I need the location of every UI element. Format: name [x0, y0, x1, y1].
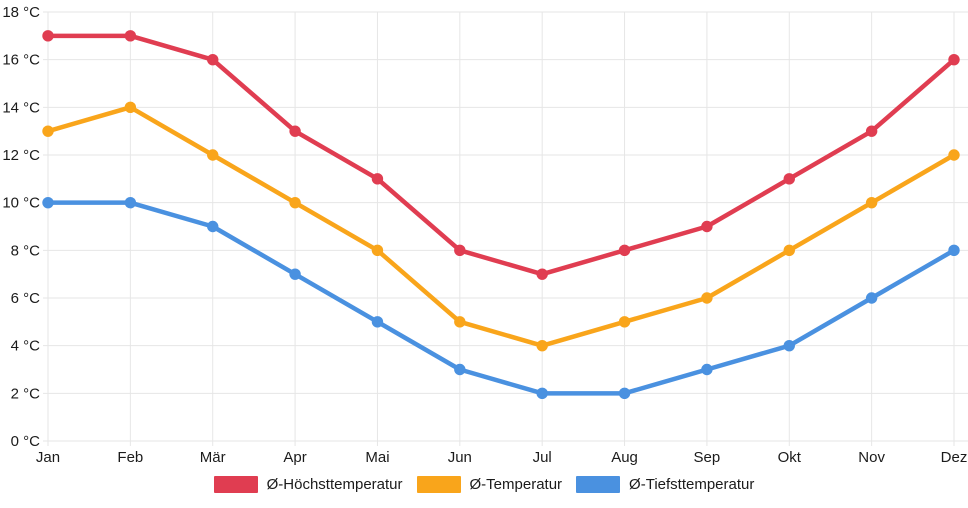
data-point [371, 316, 384, 328]
y-axis-tick-label: 18 °C [2, 4, 40, 21]
y-axis-tick-label: 2 °C [11, 385, 41, 402]
series-group [42, 30, 960, 400]
data-point [783, 244, 795, 257]
data-point [454, 363, 466, 376]
legend-label-temperatur: Ø-Temperatur [469, 476, 563, 493]
legend-label-hoechsttemperatur: Ø-Höchsttemperatur [266, 476, 403, 493]
legend-item-hoechsttemperatur[interactable]: Ø-Höchsttemperatur [213, 476, 403, 493]
y-axis-tick-label: 4 °C [11, 338, 41, 355]
x-axis-tick-label: Jul [533, 449, 552, 466]
data-point [207, 53, 219, 66]
data-point [701, 363, 713, 376]
data-point [371, 244, 384, 257]
chart-legend: Ø-Höchsttemperatur Ø-Temperatur Ø-Tiefst… [0, 476, 968, 493]
data-point [865, 196, 878, 209]
y-axis-tick-label: 16 °C [2, 52, 40, 69]
data-point [124, 196, 137, 209]
legend-item-temperatur[interactable]: Ø-Temperatur [416, 476, 563, 493]
x-axis-tick-label: Feb [117, 449, 143, 466]
series-line [45, 33, 957, 277]
data-point [124, 101, 137, 114]
data-point [124, 30, 137, 42]
x-axis-tick-label: Jan [36, 449, 60, 466]
y-axis-tick-label: 12 °C [2, 147, 40, 164]
data-point [701, 220, 713, 233]
y-axis-tick-label: 8 °C [11, 242, 41, 259]
data-point [618, 316, 631, 328]
legend-label-tiefsttemperatur: Ø-Tiefsttemperatur [629, 476, 755, 493]
data-point [948, 53, 960, 66]
x-axis-tick-label: Okt [778, 449, 802, 466]
data-point [618, 387, 631, 400]
data-point [701, 292, 713, 304]
data-point [783, 339, 795, 352]
chart-svg: 0 °C 2 °C 4 °C 6 °C 8 °C 10 °C 12 °C 14 °C 16 °C… [2, 4, 968, 466]
x-axis-tick-label: Mai [365, 449, 389, 466]
axis-labels: 0 °C 2 °C 4 °C 6 °C 8 °C 10 °C 12 °C 14 °C 16 °C… [2, 4, 967, 466]
data-point [207, 149, 219, 161]
data-point [371, 173, 384, 185]
y-axis-tick-label: 14 °C [2, 99, 40, 116]
series-line [45, 105, 957, 348]
data-point [536, 268, 548, 280]
data-point [289, 268, 301, 280]
data-point [536, 339, 548, 352]
data-point [42, 125, 54, 137]
data-point [948, 149, 960, 161]
data-point [948, 244, 960, 257]
legend-swatch-temperatur [416, 476, 461, 493]
x-axis-tick-label: Nov [858, 449, 885, 466]
data-point [289, 125, 301, 137]
y-axis-tick-label: 10 °C [2, 195, 40, 212]
data-point [618, 244, 631, 257]
data-point [865, 125, 878, 137]
data-point [289, 196, 301, 209]
data-point [42, 196, 54, 209]
x-axis-tick-label: Apr [283, 449, 306, 466]
series-line [45, 200, 957, 396]
x-axis-tick-label: Jun [448, 449, 472, 466]
legend-swatch-tiefsttemperatur [576, 476, 621, 493]
data-point [207, 220, 219, 233]
y-axis-tick-label: 0 °C [11, 433, 41, 450]
data-point [783, 173, 795, 185]
legend-item-tiefsttemperatur[interactable]: Ø-Tiefsttemperatur [576, 476, 754, 493]
x-axis-tick-label: Sep [694, 449, 721, 466]
data-point [536, 387, 548, 400]
legend-swatch-hoechsttemperatur [213, 476, 258, 493]
data-point [454, 244, 466, 257]
x-axis-tick-label: Dez [941, 449, 968, 466]
y-axis-tick-label: 6 °C [11, 290, 41, 307]
data-point [454, 316, 466, 328]
data-point [42, 30, 54, 42]
x-axis-tick-label: Mär [200, 449, 226, 466]
x-axis-tick-label: Aug [611, 449, 638, 466]
data-point [865, 292, 878, 304]
